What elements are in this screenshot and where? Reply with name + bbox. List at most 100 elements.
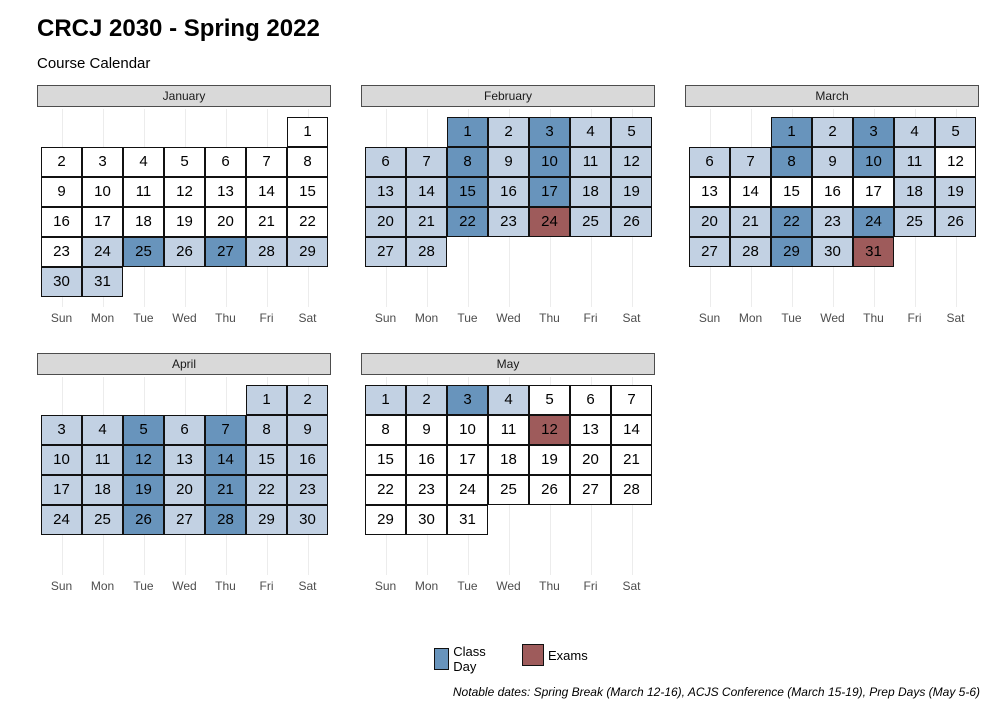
day-cell: 1 [365, 385, 406, 415]
weekday-label: Tue [781, 311, 802, 325]
day-cell: 9 [41, 177, 82, 207]
day-cell: 10 [82, 177, 123, 207]
day-cell: 15 [771, 177, 812, 207]
day-cell: 5 [529, 385, 570, 415]
day-cell: 23 [287, 475, 328, 505]
day-cell: 11 [82, 445, 123, 475]
day-cell: 12 [529, 415, 570, 445]
weekday-label: Sat [298, 579, 317, 593]
day-cell: 19 [529, 445, 570, 475]
day-cell: 20 [570, 445, 611, 475]
month-grid: 1 2 3 4 5 6 7 8 9 10 11 12 13 14 15 16 17 18 19 20 21 22 23 24 2… [37, 377, 333, 593]
day-cell: 13 [365, 177, 406, 207]
weekday-label: Mon [90, 579, 115, 593]
day-cell: 18 [570, 177, 611, 207]
day-cell: 14 [730, 177, 771, 207]
weekday-label: Tue [457, 311, 478, 325]
day-cell: 11 [488, 415, 529, 445]
day-cell: 13 [164, 445, 205, 475]
day-cell: 22 [246, 475, 287, 505]
day-cell: 28 [246, 237, 287, 267]
day-cell: 9 [287, 415, 328, 445]
day-cell: 25 [570, 207, 611, 237]
day-cell: 17 [447, 445, 488, 475]
day-cell: 3 [82, 147, 123, 177]
day-cell: 7 [246, 147, 287, 177]
weekday-label: Thu [215, 579, 236, 593]
weekday-label: Sun [698, 311, 721, 325]
day-cell: 25 [82, 505, 123, 535]
day-cell: 11 [570, 147, 611, 177]
weekday-label: Fri [259, 311, 274, 325]
day-cell: 2 [287, 385, 328, 415]
day-cell: 4 [894, 117, 935, 147]
day-cell: 31 [447, 505, 488, 535]
day-cell: 13 [205, 177, 246, 207]
month-label: May [361, 353, 655, 375]
day-cell: 5 [123, 415, 164, 445]
day-cell: 4 [570, 117, 611, 147]
day-cell: 16 [41, 207, 82, 237]
legend-key-exams [522, 644, 544, 666]
weekday-label: Mon [90, 311, 115, 325]
day-cell: 12 [935, 147, 976, 177]
day-cell: 28 [611, 475, 652, 505]
weekday-label: Fri [259, 579, 274, 593]
day-cell: 9 [406, 415, 447, 445]
day-cell: 7 [406, 147, 447, 177]
day-cell: 24 [529, 207, 570, 237]
day-cell: 25 [894, 207, 935, 237]
day-cell: 5 [611, 117, 652, 147]
day-cell: 23 [406, 475, 447, 505]
day-cell: 3 [41, 415, 82, 445]
weekday-label: Sun [374, 311, 397, 325]
day-cell: 10 [529, 147, 570, 177]
chart-title: CRCJ 2030 - Spring 2022 [37, 15, 320, 42]
day-cell: 18 [123, 207, 164, 237]
month-grid: 1 2 3 4 5 6 7 8 9 10 11 12 13 14 15 16 17 18 19 20 21 22 23 24 2… [685, 109, 981, 325]
day-cell: 24 [853, 207, 894, 237]
day-cell: 29 [246, 505, 287, 535]
weekday-label: Mon [414, 311, 439, 325]
day-cell: 4 [82, 415, 123, 445]
day-cell: 18 [488, 445, 529, 475]
weekday-label: Thu [539, 579, 560, 593]
weekday-label: Mon [414, 579, 439, 593]
month-label: January [37, 85, 331, 107]
weekday-label: Wed [172, 579, 197, 593]
day-cell: 14 [205, 445, 246, 475]
legend-label-class-day: Class Day [453, 644, 486, 674]
weekday-label: Sat [298, 311, 317, 325]
weekday-label: Tue [133, 579, 154, 593]
day-cell: 21 [205, 475, 246, 505]
day-cell: 26 [529, 475, 570, 505]
day-cell: 24 [41, 505, 82, 535]
day-cell: 20 [689, 207, 730, 237]
legend-item-class-day: Class Day [434, 644, 493, 674]
day-cell: 27 [205, 237, 246, 267]
weekday-label: Sun [50, 311, 73, 325]
day-cell: 8 [447, 147, 488, 177]
day-cell: 20 [365, 207, 406, 237]
day-cell: 23 [812, 207, 853, 237]
weekday-label: Sat [946, 311, 965, 325]
day-cell: 14 [406, 177, 447, 207]
day-cell: 6 [164, 415, 205, 445]
weekday-label: Wed [496, 579, 521, 593]
day-cell: 15 [365, 445, 406, 475]
day-cell: 2 [812, 117, 853, 147]
day-cell: 2 [488, 117, 529, 147]
chart-subtitle: Course Calendar [37, 55, 151, 72]
weekday-label: Thu [539, 311, 560, 325]
day-cell: 15 [447, 177, 488, 207]
month-grid: 1 2 3 4 5 6 7 8 9 10 11 12 13 14 15 16 17 18 19 20 21 22 23 24 2… [361, 109, 657, 325]
day-cell: 19 [164, 207, 205, 237]
day-cell: 24 [447, 475, 488, 505]
month-label: February [361, 85, 655, 107]
legend-label-exams: Exams [548, 647, 588, 663]
day-cell: 8 [771, 147, 812, 177]
day-cell: 7 [730, 147, 771, 177]
day-cell: 30 [41, 267, 82, 297]
day-cell: 28 [730, 237, 771, 267]
day-cell: 17 [529, 177, 570, 207]
